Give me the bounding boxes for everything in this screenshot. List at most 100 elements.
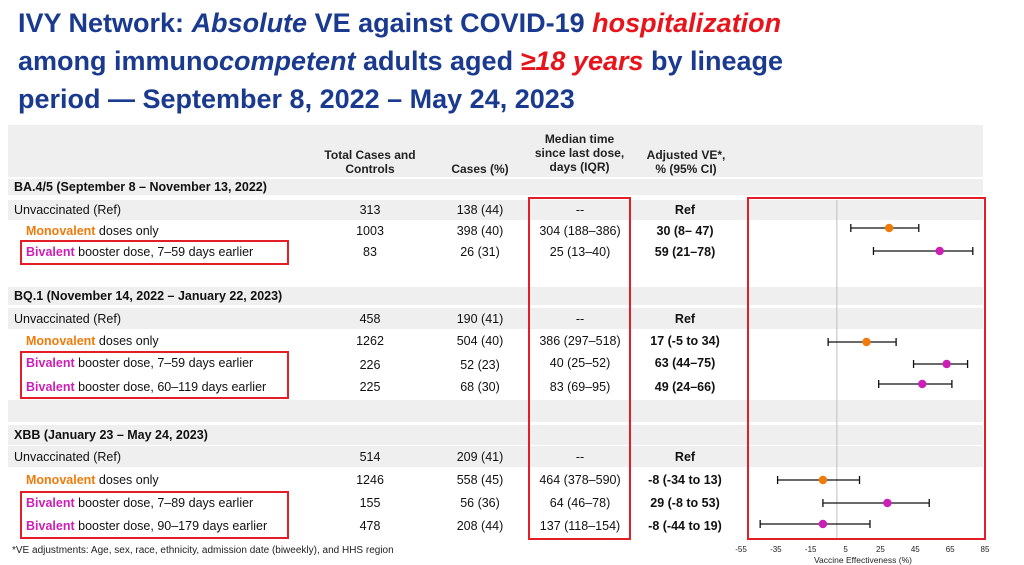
section-shade: [8, 287, 983, 305]
cell-cases: 26 (31): [460, 245, 500, 259]
row-label: Bivalent booster dose, 7–89 days earlier: [26, 496, 253, 510]
title-part: VE against COVID-19: [307, 8, 593, 38]
title-part: by lineage: [643, 46, 784, 76]
row-label: Bivalent booster dose, 90–179 days earli…: [26, 519, 267, 533]
cell-total: 514: [359, 450, 381, 464]
cell-ve: 49 (24–66): [654, 380, 716, 394]
cell-ve: 30 (8– 47): [656, 224, 714, 238]
cell-median: 304 (188–386): [539, 224, 621, 238]
header-ve: Adjusted VE*, % (95% CI): [636, 148, 736, 176]
cell-ve: 29 (-8 to 53): [650, 496, 720, 510]
cell-cases: 209 (41): [456, 450, 504, 464]
highlight-box-bivalent-bq1: [20, 351, 289, 399]
row-label-rest: Unvaccinated (Ref): [14, 203, 121, 217]
point-estimate: [918, 379, 927, 389]
section-title: BQ.1 (November 14, 2022 – January 22, 20…: [14, 289, 283, 303]
title-part: among immuno: [18, 46, 219, 76]
cell-total: 458: [359, 312, 381, 326]
header-shade: [8, 125, 983, 177]
row-label-bold: Monovalent: [26, 224, 96, 238]
x-tick-label: -35: [770, 545, 782, 554]
cell-median: 83 (69–95): [549, 380, 611, 394]
row-label: Monovalent doses only: [26, 224, 159, 238]
section-title: BA.4/5 (September 8 – November 13, 2022): [14, 180, 267, 194]
row-label: Bivalent booster dose, 60–119 days earli…: [26, 380, 266, 394]
cell-ve: -8 (-44 to 19): [648, 519, 722, 533]
row-label-rest: booster dose, 60–119 days earlier: [74, 380, 267, 394]
cell-median: 25 (13–40): [549, 245, 611, 259]
row-label-bold: Bivalent: [26, 519, 75, 533]
row-label-rest: doses only: [95, 473, 159, 487]
cell-median: --: [575, 450, 585, 464]
title-part: hospitalization: [592, 8, 782, 38]
x-tick-label: 65: [946, 545, 955, 554]
cell-cases: 68 (30): [460, 380, 500, 394]
cell-total: 478: [359, 519, 381, 533]
cell-cases: 558 (45): [456, 473, 504, 487]
header-total: Total Cases and Controls: [315, 148, 425, 176]
row-label-bold: Monovalent: [26, 473, 96, 487]
footnote: *VE adjustments: Age, sex, race, ethnici…: [12, 545, 394, 556]
cell-cases: 398 (40): [456, 224, 504, 238]
x-tick-label: 5: [843, 545, 848, 554]
highlight-box-bivalent-ba45: [20, 240, 289, 265]
point-estimate: [818, 475, 828, 485]
highlight-box-bivalent-xbb: [20, 491, 289, 539]
cell-cases: 208 (44): [456, 519, 504, 533]
cell-total: 313: [359, 203, 381, 217]
row-label: Unvaccinated (Ref): [14, 450, 121, 464]
header-line: Total Cases and: [324, 148, 416, 162]
title-part: competent: [219, 46, 356, 76]
cell-total: 83: [363, 245, 377, 259]
cell-median: 40 (25–52): [549, 356, 611, 370]
row-shade: [8, 446, 983, 467]
section-shade: [8, 179, 983, 195]
row-shade: [8, 308, 983, 329]
header-cases: Cases (%): [440, 162, 520, 176]
point-estimate: [818, 519, 828, 529]
cell-total: 1262: [356, 334, 384, 348]
cell-cases: 190 (41): [456, 312, 504, 326]
row-label: Monovalent doses only: [26, 334, 159, 348]
x-tick-label: -55: [735, 545, 747, 554]
row-label-bold: Bivalent: [26, 245, 75, 259]
header-line: Median time: [544, 132, 615, 146]
header-line: Controls: [345, 162, 395, 176]
cell-ve: 17 (-5 to 34): [650, 334, 720, 348]
point-estimate: [942, 359, 951, 369]
cell-median: --: [575, 312, 585, 326]
point-estimate: [862, 337, 871, 347]
row-label-rest: doses only: [95, 334, 159, 348]
highlight-box-median-column: [528, 197, 631, 540]
cell-median: 64 (46–78): [549, 496, 611, 510]
row-label-rest: Unvaccinated (Ref): [14, 450, 121, 464]
row-label-rest: booster dose, 7–89 days earlier: [74, 496, 254, 510]
cell-total: 155: [359, 496, 381, 510]
cell-total: 1003: [356, 224, 384, 238]
point-estimate: [935, 246, 944, 256]
highlight-box-forest-plot: [747, 197, 986, 540]
x-tick-label: 45: [911, 545, 920, 554]
header-line: % (95% CI): [655, 162, 717, 176]
row-label-rest: booster dose, 7–59 days earlier: [74, 356, 254, 370]
title-part: period — September 8, 2022 – May 24, 202…: [18, 84, 575, 114]
row-label-rest: doses only: [95, 224, 159, 238]
header-line: days (IQR): [549, 160, 610, 174]
cell-total: 225: [359, 380, 381, 394]
row-label-bold: Bivalent: [26, 380, 75, 394]
row-label: Unvaccinated (Ref): [14, 312, 121, 326]
row-label-rest: Unvaccinated (Ref): [14, 312, 121, 326]
cell-median: --: [575, 203, 585, 217]
row-label: Unvaccinated (Ref): [14, 203, 121, 217]
row-label: Bivalent booster dose, 7–59 days earlier: [26, 356, 253, 370]
x-tick-label: 25: [876, 545, 885, 554]
cell-median: 386 (297–518): [539, 334, 621, 348]
row-spacer-shade: [8, 400, 983, 422]
cell-median: 137 (118–154): [539, 519, 621, 533]
cell-total: 1246: [356, 473, 384, 487]
row-label-bold: Monovalent: [26, 334, 96, 348]
cell-cases: 138 (44): [456, 203, 504, 217]
cell-total: 226: [359, 358, 381, 372]
x-tick-label: -15: [805, 545, 817, 554]
